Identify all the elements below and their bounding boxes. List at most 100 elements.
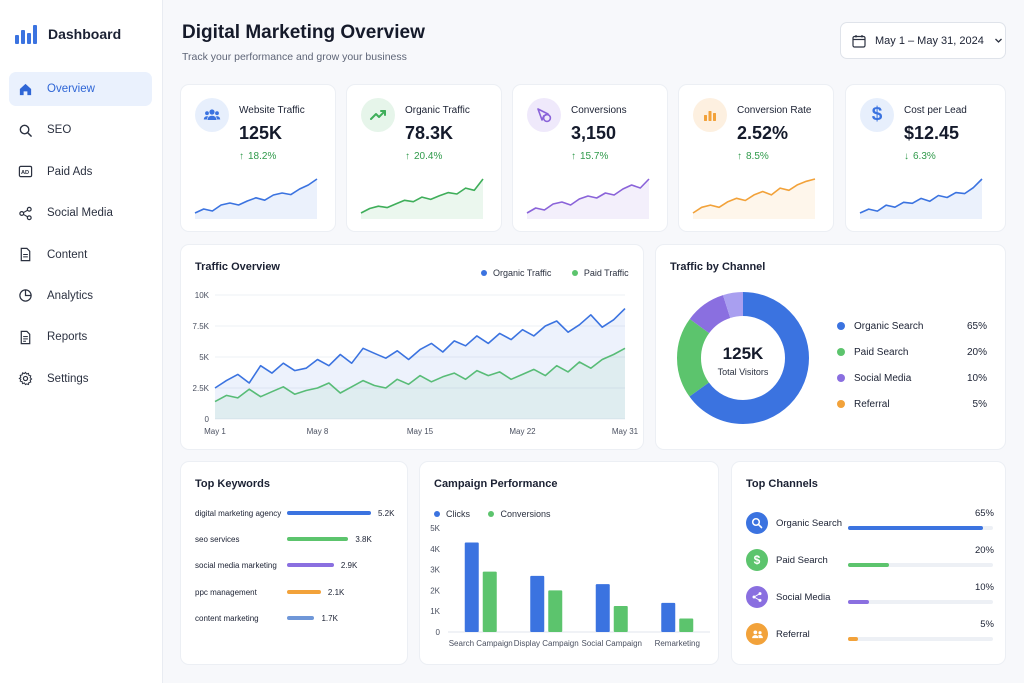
y-tick-label: 7.5K bbox=[193, 322, 210, 331]
kpi-change-value: 18.2% bbox=[248, 151, 277, 162]
x-tick-label: May 1 bbox=[204, 427, 226, 436]
channel-row[interactable]: Organic Search 65% bbox=[746, 508, 996, 538]
campaign-performance-card: Campaign Performance Clicks Conversions … bbox=[419, 461, 719, 665]
y-tick-label: 0 bbox=[205, 415, 210, 424]
sparkline-line bbox=[360, 178, 484, 214]
card-title: Traffic Overview bbox=[195, 261, 280, 273]
channel-label: Paid Search bbox=[854, 346, 909, 358]
arrow-up-icon: ↑ bbox=[737, 151, 742, 162]
sidebar-item-label: Social Media bbox=[47, 207, 113, 220]
series-area bbox=[215, 308, 625, 419]
sidebar-item-social-media[interactable]: Social Media bbox=[9, 196, 152, 230]
sparkline-line bbox=[859, 178, 983, 214]
kpi-change: ↓ 6.3% bbox=[904, 151, 936, 162]
bar-conversions bbox=[613, 606, 628, 632]
kpi-sparkline bbox=[526, 178, 650, 219]
calendar-icon bbox=[852, 34, 866, 48]
sidebar-item-analytics[interactable]: Analytics bbox=[9, 279, 152, 313]
channel-pct: 5% bbox=[980, 619, 994, 630]
channel-pct: 5% bbox=[972, 398, 987, 410]
channel-progress-fill bbox=[848, 526, 983, 530]
donut-slice bbox=[677, 292, 809, 424]
card-title: Campaign Performance bbox=[434, 478, 558, 490]
legend-dot bbox=[837, 348, 845, 356]
keyword-value: 3.8K bbox=[355, 534, 372, 544]
report-icon bbox=[20, 330, 31, 345]
channel-row[interactable]: $ Paid Search 20% bbox=[746, 545, 996, 575]
channel-progress-track bbox=[848, 637, 993, 641]
channel-row[interactable]: Social Media 10% bbox=[746, 582, 996, 612]
keyword-bar bbox=[287, 563, 334, 567]
keyword-row: content marketing 1.7K bbox=[195, 611, 405, 625]
brand-title: Dashboard bbox=[48, 26, 122, 42]
kpi-change-value: 15.7% bbox=[580, 151, 609, 162]
keyword-label: digital marketing agency bbox=[195, 508, 282, 518]
legend-label: Clicks bbox=[446, 509, 470, 519]
channel-legend-row: Paid Search 20% bbox=[837, 339, 987, 365]
date-range-picker[interactable]: May 1 – May 31, 2024 bbox=[840, 22, 1006, 59]
x-tick-label: Social Campaign bbox=[582, 639, 642, 648]
bar-chart-logo-icon bbox=[15, 25, 37, 44]
channel-pct: 20% bbox=[974, 545, 994, 556]
kpi-change: ↑ 18.2% bbox=[239, 151, 276, 162]
legend-label: Organic Traffic bbox=[493, 268, 552, 278]
brand[interactable]: Dashboard bbox=[15, 24, 121, 44]
sidebar: Dashboard Overview SEO AD Paid Ads Socia… bbox=[0, 0, 163, 683]
y-tick-label: 5K bbox=[430, 524, 440, 533]
kpi-sparkline bbox=[859, 178, 983, 219]
sparkline-line bbox=[526, 178, 650, 214]
kpi-card-conversions[interactable]: Conversions 3,150 ↑ 15.7% bbox=[512, 84, 668, 232]
series-line bbox=[214, 308, 626, 389]
keyword-label: seo services bbox=[195, 534, 240, 544]
kpi-sparkline bbox=[692, 178, 816, 219]
sparkline-line bbox=[194, 178, 318, 214]
sidebar-item-seo[interactable]: SEO bbox=[9, 113, 152, 147]
channel-progress-fill bbox=[848, 600, 869, 604]
kpi-change-value: 8.5% bbox=[746, 151, 769, 162]
bar-conversions bbox=[548, 590, 563, 632]
channel-pct: 10% bbox=[974, 582, 994, 593]
page-subtitle: Track your performance and grow your bus… bbox=[182, 51, 407, 63]
channel-label: Paid Search bbox=[776, 555, 828, 566]
legend-label: Paid Traffic bbox=[583, 268, 629, 278]
sidebar-item-reports[interactable]: Reports bbox=[9, 320, 152, 354]
kpi-card-conversion-rate[interactable]: Conversion Rate 2.52% ↑ 8.5% bbox=[678, 84, 834, 232]
x-tick-label: May 8 bbox=[307, 427, 329, 436]
keyword-bar bbox=[287, 590, 321, 594]
kpi-value: $12.45 bbox=[904, 123, 960, 143]
users-icon bbox=[195, 98, 229, 132]
channel-label: Social Media bbox=[854, 372, 912, 384]
legend-dot bbox=[837, 400, 845, 408]
sidebar-item-label: SEO bbox=[47, 124, 72, 137]
keyword-label: social media marketing bbox=[195, 560, 277, 570]
sidebar-item-content[interactable]: Content bbox=[9, 238, 152, 272]
x-tick-label: May 31 bbox=[612, 427, 639, 436]
keyword-label: ppc management bbox=[195, 587, 257, 597]
channel-progress-fill bbox=[848, 637, 859, 641]
kpi-card-organic-traffic[interactable]: Organic Traffic 78.3K ↑ 20.4% bbox=[346, 84, 502, 232]
sidebar-item-overview[interactable]: Overview bbox=[9, 72, 152, 106]
keyword-value: 2.9K bbox=[340, 560, 358, 570]
bar-clicks bbox=[595, 584, 610, 632]
kpi-card-website-traffic[interactable]: Website Traffic 125K ↑ 18.2% bbox=[180, 84, 336, 232]
legend-organic: Organic Traffic bbox=[481, 268, 551, 278]
card-title: Traffic by Channel bbox=[670, 261, 766, 273]
chart-legend: Organic Traffic Paid Traffic bbox=[481, 263, 629, 281]
legend-label: Conversions bbox=[500, 509, 551, 519]
legend-dot bbox=[434, 511, 440, 517]
legend-paid: Paid Traffic bbox=[571, 268, 629, 278]
legend-clicks: Clicks bbox=[434, 509, 470, 519]
sparkline-area bbox=[693, 179, 815, 219]
kpi-card-cost-per-lead[interactable]: $ Cost per Lead $12.45 ↓ 6.3% bbox=[845, 84, 1006, 232]
kpi-change: ↑ 8.5% bbox=[737, 151, 769, 162]
sidebar-item-settings[interactable]: Settings bbox=[9, 362, 152, 396]
x-tick-label: Search Campaign bbox=[449, 639, 513, 648]
kpi-label: Organic Traffic bbox=[405, 105, 470, 116]
channel-row[interactable]: Referral 5% bbox=[746, 619, 996, 649]
channel-pct: 65% bbox=[966, 320, 987, 332]
chart-legend: Clicks Conversions bbox=[434, 504, 550, 522]
sidebar-item-paid-ads[interactable]: AD Paid Ads bbox=[9, 155, 152, 189]
channel-progress-track bbox=[848, 563, 993, 567]
sidebar-item-label: Settings bbox=[47, 372, 89, 385]
sparkline-area bbox=[361, 179, 483, 219]
